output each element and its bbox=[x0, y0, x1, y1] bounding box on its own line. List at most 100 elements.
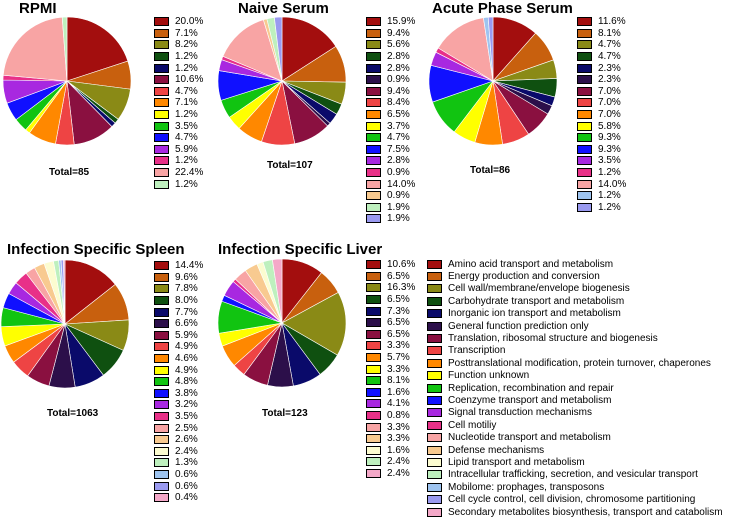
legend-entry: 9.4% bbox=[366, 86, 415, 98]
rpmi-total: Total=85 bbox=[49, 167, 90, 178]
category-label: Cell motiliy bbox=[448, 419, 497, 431]
legend-swatch bbox=[154, 272, 169, 282]
category-entry: Inorganic ion transport and metabolism bbox=[427, 308, 723, 320]
legend-entry: 8.0% bbox=[154, 295, 203, 307]
legend-entry: 2.8% bbox=[366, 51, 415, 63]
legend-swatch bbox=[366, 376, 381, 386]
legend-value: 8.1% bbox=[598, 27, 621, 39]
category-label: Amino acid transport and metabolism bbox=[448, 258, 614, 270]
legend-entry: 6.5% bbox=[366, 294, 415, 306]
legend-swatch bbox=[366, 283, 381, 293]
legend-swatch bbox=[154, 435, 169, 445]
legend-value: 16.3% bbox=[387, 282, 416, 294]
legend-swatch bbox=[366, 411, 381, 421]
legend-value: 1.2% bbox=[175, 155, 198, 167]
legend-swatch bbox=[577, 202, 592, 212]
legend-value: 5.9% bbox=[175, 143, 198, 155]
legend-value: 7.1% bbox=[175, 97, 198, 109]
category-swatch bbox=[427, 420, 442, 430]
category-swatch bbox=[427, 383, 442, 393]
spleen-title: Infection Specific Spleen bbox=[7, 241, 185, 258]
legend-value: 4.1% bbox=[387, 398, 410, 410]
legend-value: 4.9% bbox=[175, 341, 198, 353]
legend-swatch bbox=[577, 110, 592, 120]
legend-value: 1.9% bbox=[387, 201, 410, 213]
legend-swatch bbox=[154, 75, 169, 85]
legend-entry: 3.3% bbox=[366, 421, 415, 433]
legend-value: 8.1% bbox=[387, 375, 410, 387]
legend-value: 1.2% bbox=[175, 62, 198, 74]
legend-entry: 3.5% bbox=[154, 411, 203, 423]
legend-swatch bbox=[366, 202, 381, 212]
legend-entry: 3.8% bbox=[154, 388, 203, 400]
legend-entry: 1.2% bbox=[577, 190, 626, 202]
pie-slice bbox=[2, 16, 68, 82]
legend-entry: 0.6% bbox=[154, 480, 203, 492]
legend-value: 2.6% bbox=[175, 434, 198, 446]
legend-entry: 7.7% bbox=[154, 306, 203, 318]
legend-entry: 2.5% bbox=[154, 422, 203, 434]
legend-entry: 8.1% bbox=[577, 28, 626, 40]
legend-swatch bbox=[154, 168, 169, 178]
category-entry: Replication, recombination and repair bbox=[427, 382, 723, 394]
legend-value: 4.9% bbox=[175, 364, 198, 376]
legend-swatch bbox=[577, 179, 592, 189]
legend-swatch bbox=[577, 17, 592, 27]
legend-entry: 4.1% bbox=[366, 398, 415, 410]
legend-swatch bbox=[366, 63, 381, 73]
legend-swatch bbox=[154, 412, 169, 422]
category-swatch bbox=[427, 321, 442, 331]
legend-value: 0.8% bbox=[387, 410, 410, 422]
legend-swatch bbox=[154, 400, 169, 410]
legend-entry: 7.0% bbox=[577, 97, 626, 109]
category-label: Replication, recombination and repair bbox=[448, 382, 614, 394]
category-entry: Carbohydrate transport and metabolism bbox=[427, 295, 723, 307]
legend-swatch bbox=[154, 284, 169, 294]
category-label: Lipid transport and metabolism bbox=[448, 456, 585, 468]
legend-entry: 3.3% bbox=[366, 363, 415, 375]
legend-entry: 8.4% bbox=[366, 97, 415, 109]
legend-entry: 4.7% bbox=[577, 39, 626, 51]
category-label: Energy production and conversion bbox=[448, 271, 600, 283]
legend-value: 6.6% bbox=[175, 318, 198, 330]
legend-entry: 7.0% bbox=[577, 86, 626, 98]
legend-entry: 7.1% bbox=[154, 28, 203, 40]
legend-entry: 1.2% bbox=[154, 178, 203, 190]
legend-entry: 7.5% bbox=[366, 144, 415, 156]
legend-swatch bbox=[154, 307, 169, 317]
category-entry: Nucleotide transport and metabolism bbox=[427, 431, 723, 443]
legend-entry: 0.4% bbox=[154, 492, 203, 504]
legend-entry: 4.7% bbox=[154, 86, 203, 98]
pie-slice bbox=[437, 17, 494, 82]
legend-swatch bbox=[577, 98, 592, 108]
legend-entry: 14.0% bbox=[366, 178, 415, 190]
legend-swatch bbox=[366, 110, 381, 120]
legend-swatch bbox=[366, 214, 381, 224]
legend-entry: 3.2% bbox=[154, 399, 203, 411]
legend-value: 5.7% bbox=[387, 352, 410, 364]
legend-entry: 2.8% bbox=[366, 155, 415, 167]
spleen-legend: 14.4% 9.6% 7.8% 8.0% 7.7% 6.6% 5.9% 4.9% 4.6% 4.9… bbox=[154, 260, 203, 503]
pie-slice bbox=[487, 16, 494, 82]
legend-swatch bbox=[154, 144, 169, 154]
legend-swatch bbox=[154, 365, 169, 375]
legend-swatch bbox=[366, 75, 381, 85]
category-label: Cell cycle control, cell division, chrom… bbox=[448, 494, 696, 506]
legend-swatch bbox=[366, 156, 381, 166]
spleen-total: Total=1063 bbox=[47, 408, 99, 419]
category-label: Nucleotide transport and metabolism bbox=[448, 432, 611, 444]
legend-value: 8.2% bbox=[175, 39, 198, 51]
legend-entry: 9.3% bbox=[577, 132, 626, 144]
naive-serum-legend: 15.9% 9.4% 5.6% 2.8% 2.8% 0.9% 9.4% 8.4% 6.5% 3.7… bbox=[366, 16, 415, 225]
legend-value: 6.5% bbox=[387, 109, 410, 121]
category-label: Transcription bbox=[448, 345, 506, 357]
legend-value: 14.0% bbox=[387, 178, 416, 190]
legend-value: 1.6% bbox=[387, 444, 410, 456]
legend-value: 3.8% bbox=[175, 387, 198, 399]
category-label: Carbohydrate transport and metabolism bbox=[448, 295, 625, 307]
legend-entry: 6.5% bbox=[366, 109, 415, 121]
liver-total: Total=123 bbox=[262, 408, 308, 419]
category-entry: Defense mechanisms bbox=[427, 444, 723, 456]
legend-entry: 10.6% bbox=[366, 259, 415, 271]
liver-pie-chart bbox=[217, 258, 347, 388]
